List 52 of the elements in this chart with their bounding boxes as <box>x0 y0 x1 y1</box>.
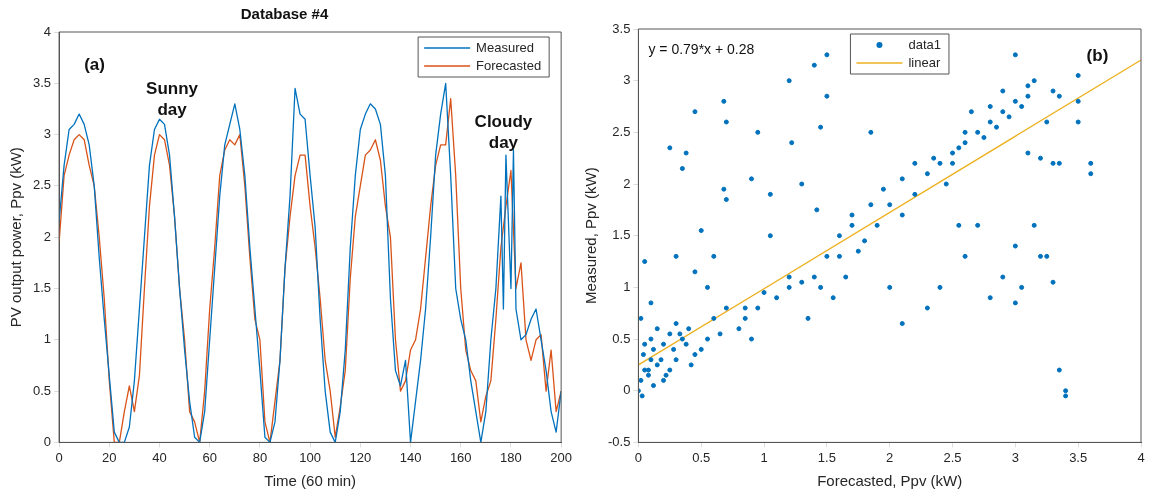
x-tick-label: 120 <box>349 449 372 465</box>
legend-label: linear <box>908 54 941 70</box>
x-tick-label: 3 <box>1011 449 1019 465</box>
x-tick-label: 0 <box>634 449 643 465</box>
legend-label: data1 <box>908 36 941 52</box>
y-tick-label: 0.5 <box>612 330 631 346</box>
annotation: Sunny day <box>146 79 199 120</box>
x-tick-label: 40 <box>152 449 167 465</box>
x-tick-label: 2.5 <box>943 449 962 465</box>
annotation: Cloudy day <box>474 112 533 153</box>
y-tick-label: 2.5 <box>32 177 52 193</box>
y-tick-label: 2 <box>623 175 631 191</box>
x-tick-label: 160 <box>449 449 472 465</box>
x-tick-label: 0.5 <box>692 449 711 465</box>
x-tick-label: 4 <box>1137 449 1145 465</box>
x-tick-label: 180 <box>500 449 522 465</box>
y-tick-label: 0 <box>43 433 52 449</box>
legend-label: Measured <box>476 39 534 55</box>
y-tick-label: 0.5 <box>32 382 52 398</box>
x-tick-label: 140 <box>399 449 422 465</box>
annotation: y = 0.79*x + 0.28 <box>648 41 755 58</box>
y-tick-label: 1.5 <box>32 280 52 296</box>
x-tick-label: 80 <box>252 449 268 465</box>
y-tick-label: -0.5 <box>607 433 631 449</box>
x-tick-label: 2 <box>886 449 894 465</box>
x-axis-title: Forecasted, Ppv (kW) <box>817 472 963 490</box>
x-axis-title: Time (60 min) <box>264 472 357 490</box>
x-tick-label: 3.5 <box>1069 449 1088 465</box>
y-tick-label: 0 <box>623 382 631 398</box>
annotation: (b) <box>1086 45 1109 65</box>
x-tick-label: 60 <box>202 449 217 465</box>
y-tick-label: 3 <box>43 126 52 142</box>
y-tick-label: 1 <box>623 278 631 294</box>
x-tick-label: 100 <box>299 449 321 465</box>
y-tick-label: 2 <box>43 228 52 244</box>
y-tick-label: 2.5 <box>612 123 631 139</box>
y-tick-label: 3.5 <box>612 20 631 36</box>
x-tick-label: 1.5 <box>817 449 836 465</box>
chart-title: Database #4 <box>240 5 329 23</box>
y-axis-title: Measured, Ppv (kW) <box>582 167 600 305</box>
annotation: (a) <box>84 54 105 74</box>
x-tick-label: 200 <box>550 449 573 465</box>
y-tick-label: 4 <box>43 23 52 39</box>
x-tick-label: 0 <box>55 449 63 465</box>
x-tick-label: 1 <box>760 449 768 465</box>
y-tick-label: 1.5 <box>612 227 631 243</box>
y-tick-label: 3.5 <box>32 74 52 90</box>
y-tick-label: 3 <box>623 72 631 88</box>
y-axis-title: PV output power, Ppv (kW) <box>7 147 25 328</box>
legend-label: Forecasted <box>476 57 542 73</box>
x-tick-label: 20 <box>102 449 117 465</box>
y-tick-label: 1 <box>43 331 52 347</box>
